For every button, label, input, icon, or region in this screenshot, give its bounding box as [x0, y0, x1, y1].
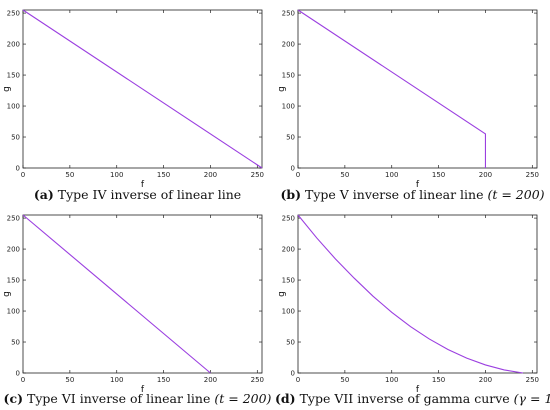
x-tick-label-d-3: 150	[432, 376, 445, 384]
caption-b-extra: (t = 200)	[487, 187, 545, 202]
y-tick-label-b-5: 250	[282, 10, 295, 18]
x-tick-label-b-2: 100	[385, 171, 398, 179]
caption-c-extra: (t = 200)	[214, 391, 272, 406]
y-tick-label-c-3: 150	[7, 277, 20, 285]
y-tick-label-c-5: 250	[7, 215, 20, 223]
caption-c: (c) Type VI inverse of linear line (t = …	[0, 391, 275, 406]
x-tick-label-a-3: 150	[157, 171, 170, 179]
x-tick-label-b-0: 0	[296, 171, 300, 179]
plot-frame-d	[297, 214, 538, 374]
x-tick-label-b-1: 50	[340, 171, 349, 179]
y-tick-label-d-5: 250	[282, 215, 295, 223]
y-tick-label-c-1: 50	[11, 339, 20, 347]
chart-panel-c: 0 50 100 150 200 250 0 50 100 150 200 250 f g (c) Typ…	[0, 205, 275, 410]
caption-b: (b) Type V inverse of linear line (t = 2…	[275, 187, 550, 202]
y-axis-label-d: g	[277, 291, 287, 297]
x-tick-label-c-1: 50	[65, 376, 74, 384]
y-axis-label-b: g	[277, 86, 287, 92]
x-tick-label-a-4: 200	[204, 171, 217, 179]
caption-c-text: Type VI inverse of linear line	[26, 391, 211, 406]
y-tick-label-d-0: 0	[291, 370, 295, 378]
x-tick-label-a-1: 50	[65, 171, 74, 179]
caption-d-label: (d)	[275, 391, 296, 406]
caption-b-label: (b)	[280, 187, 302, 202]
series-line-b	[297, 9, 486, 168]
y-axis-label-c: g	[2, 291, 12, 297]
x-tick-label-d-0: 0	[296, 376, 300, 384]
x-tick-label-c-5: 250	[251, 376, 264, 384]
y-tick-label-a-3: 150	[7, 72, 20, 80]
chart-d: 0 50 100 150 200 250 0 50 100 150 200 250 f g	[277, 214, 539, 395]
x-tick-label-d-4: 200	[479, 376, 492, 384]
caption-a-text: Type IV inverse of linear line	[57, 187, 242, 202]
x-tick-label-c-0: 0	[21, 376, 25, 384]
y-axis-label-a: g	[2, 86, 12, 92]
plot-frame-c	[22, 214, 263, 374]
x-tick-label-b-4: 200	[479, 171, 492, 179]
y-tick-label-a-5: 250	[7, 10, 20, 18]
caption-c-label: (c)	[3, 391, 23, 406]
x-tick-label-d-2: 100	[385, 376, 398, 384]
y-tick-label-c-2: 100	[7, 308, 20, 316]
chart-c: 0 50 100 150 200 250 0 50 100 150 200 250 f g	[2, 214, 264, 395]
y-tick-label-d-3: 150	[282, 277, 295, 285]
x-tick-label-c-3: 150	[157, 376, 170, 384]
y-tick-label-d-1: 50	[286, 339, 295, 347]
caption-d: (d) Type VII inverse of gamma curve (γ =…	[275, 391, 550, 406]
series-line-c	[22, 214, 211, 374]
y-tick-label-b-3: 150	[282, 72, 295, 80]
y-tick-label-a-2: 100	[7, 103, 20, 111]
chart-panel-a: 0 50 100 150 200 250 0 50 100 150 200 250 f g (a) Typ…	[0, 0, 275, 205]
x-tick-label-c-4: 200	[204, 376, 217, 384]
plot-frame-b	[297, 9, 538, 169]
x-tick-label-d-5: 250	[526, 376, 539, 384]
x-axis-label-c: f	[141, 385, 145, 395]
caption-d-extra: (γ = 1/2)	[513, 391, 550, 406]
chart-b: 0 50 100 150 200 250 0 50 100 150 200 250 f g	[277, 9, 539, 190]
caption-b-text: Type V inverse of linear line	[305, 187, 484, 202]
x-tick-label-a-2: 100	[110, 171, 123, 179]
x-axis-label-d: f	[416, 385, 420, 395]
y-tick-label-d-2: 100	[282, 308, 295, 316]
x-tick-label-d-1: 50	[340, 376, 349, 384]
x-axis-label-b: f	[416, 180, 420, 190]
x-tick-label-a-5: 250	[251, 171, 264, 179]
x-tick-label-b-3: 150	[432, 171, 445, 179]
x-axis-label-a: f	[141, 180, 145, 190]
plot-frame-a	[22, 9, 263, 169]
x-tick-label-b-5: 250	[526, 171, 539, 179]
y-tick-label-a-4: 200	[7, 41, 20, 49]
caption-d-text: Type VII inverse of gamma curve	[299, 391, 510, 406]
y-tick-label-a-1: 50	[11, 134, 20, 142]
x-tick-label-a-0: 0	[21, 171, 25, 179]
x-tick-label-c-2: 100	[110, 376, 123, 384]
y-tick-label-a-0: 0	[16, 165, 20, 173]
y-tick-label-b-4: 200	[282, 41, 295, 49]
caption-a: (a) Type IV inverse of linear line	[0, 187, 275, 202]
series-line-a	[22, 9, 263, 169]
chart-a: 0 50 100 150 200 250 0 50 100 150 200 250 f g	[2, 9, 264, 190]
y-tick-label-c-4: 200	[7, 246, 20, 254]
y-tick-label-b-0: 0	[291, 165, 295, 173]
y-tick-label-d-4: 200	[282, 246, 295, 254]
chart-panel-d: 0 50 100 150 200 250 0 50 100 150 200 250 f g (d) Typ…	[275, 205, 550, 410]
series-line-d	[297, 214, 524, 374]
y-tick-label-c-0: 0	[16, 370, 20, 378]
y-tick-label-b-1: 50	[286, 134, 295, 142]
chart-panel-b: 0 50 100 150 200 250 0 50 100 150 200 250 f g (b) Typ…	[275, 0, 550, 205]
y-tick-label-b-2: 100	[282, 103, 295, 111]
caption-a-label: (a)	[33, 187, 54, 202]
